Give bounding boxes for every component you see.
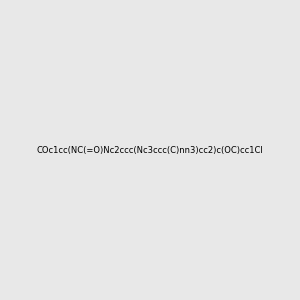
Text: COc1cc(NC(=O)Nc2ccc(Nc3ccc(C)nn3)cc2)c(OC)cc1Cl: COc1cc(NC(=O)Nc2ccc(Nc3ccc(C)nn3)cc2)c(O… — [37, 146, 263, 154]
